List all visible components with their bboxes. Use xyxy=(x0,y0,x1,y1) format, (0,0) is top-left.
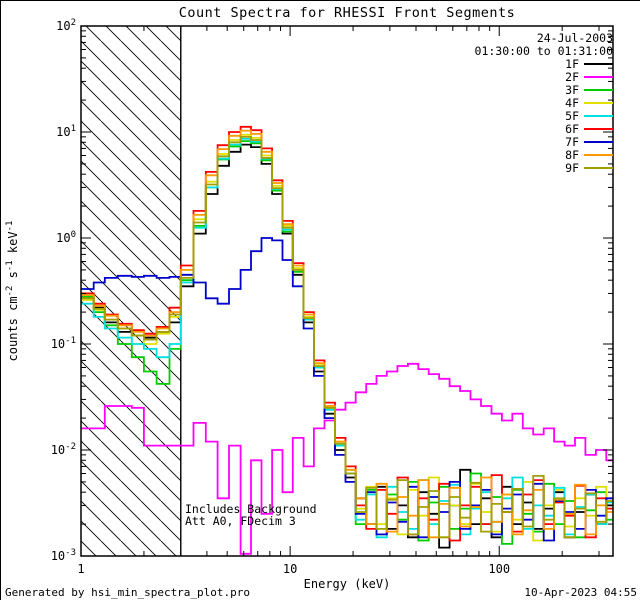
hatch-region xyxy=(81,26,182,556)
y-tick-label: 10-2 xyxy=(51,442,76,457)
axes: 1 10 100 102 101 100 10-1 10-2 10-3 xyxy=(51,18,614,576)
legend-label-9F: 9F xyxy=(565,161,579,175)
series-line-2F xyxy=(81,362,613,555)
series-line-8F xyxy=(81,129,613,539)
legend-label-3F: 3F xyxy=(565,83,579,97)
legend-label-2F: 2F xyxy=(565,70,579,84)
legend-interval: 01:30:00 to 01:31:00 xyxy=(475,44,614,58)
series-line-9F xyxy=(81,136,613,539)
series-line-6F xyxy=(81,125,613,542)
x-axis-label: Energy (keV) xyxy=(304,577,391,591)
legend-date: 24-Jul-2003 xyxy=(537,31,613,45)
annotations: Includes Background Att A0, FDecim 3 xyxy=(185,502,317,528)
x-tick-label: 10 xyxy=(283,562,297,576)
legend-label-7F: 7F xyxy=(565,135,579,149)
footer-datetime: 10-Apr-2023 04:55 xyxy=(524,586,637,599)
legend: 24-Jul-2003 01:30:00 to 01:31:00 1F2F3F4… xyxy=(475,31,614,175)
plot-frame xyxy=(80,25,614,557)
footer: Generated by hsi_min_spectra_plot.pro 10… xyxy=(5,586,637,599)
legend-label-6F: 6F xyxy=(565,122,579,136)
legend-label-5F: 5F xyxy=(565,109,579,123)
x-tick-label: 100 xyxy=(488,562,510,576)
x-tick-label: 1 xyxy=(77,562,84,576)
footer-generator-text: Generated by hsi_min_spectra_plot.pro xyxy=(5,586,250,599)
annotation-includes-background: Includes Background xyxy=(185,502,317,516)
axis-labels: Energy (keV) counts cm-2 s-1 keV-1 xyxy=(5,221,390,591)
y-tick-label: 10-1 xyxy=(51,336,76,351)
legend-label-1F: 1F xyxy=(565,57,579,71)
y-tick-label: 102 xyxy=(56,18,76,33)
y-tick-label: 100 xyxy=(56,230,76,245)
series-line-3F xyxy=(81,140,613,545)
series-line-5F xyxy=(81,138,613,539)
y-tick-label: 10-3 xyxy=(51,548,76,563)
legend-label-4F: 4F xyxy=(565,96,579,110)
y-axis-label: counts cm-2 s-1 keV-1 xyxy=(5,221,20,362)
legend-label-8F: 8F xyxy=(565,148,579,162)
y-tick-label: 101 xyxy=(56,124,76,139)
series-lines xyxy=(81,125,613,555)
series-line-7F xyxy=(81,237,613,542)
hatch-fill xyxy=(81,26,181,556)
chart-title: Count Spectra for RHESSI Front Segments xyxy=(179,5,515,21)
annotation-attenuator-state: Att A0, FDecim 3 xyxy=(185,514,296,528)
